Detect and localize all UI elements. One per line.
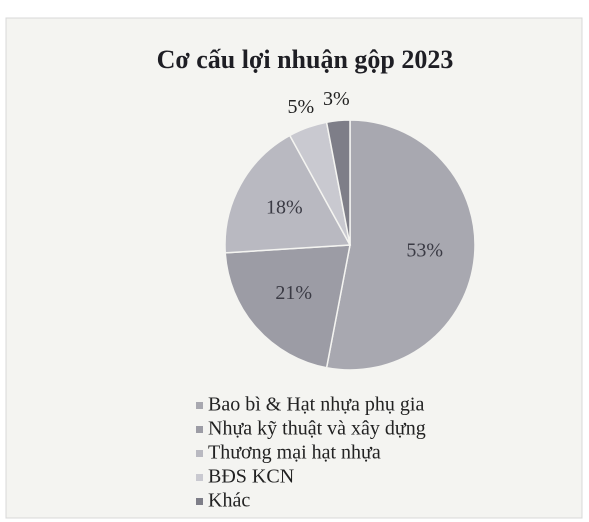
data-label: 18% — [266, 196, 303, 218]
legend-label: Thương mại hạt nhựa — [208, 442, 381, 464]
legend-swatch — [196, 498, 203, 505]
legend-label: BĐS KCN — [208, 466, 294, 488]
legend-label: Khác — [208, 490, 250, 512]
legend-swatch — [196, 450, 203, 457]
data-label: 3% — [323, 88, 350, 110]
legend-swatch — [196, 426, 203, 433]
legend-swatch — [196, 474, 203, 481]
pie-slice — [224, 244, 351, 369]
chart-title: Cơ cấu lợi nhuận gộp 2023 — [157, 45, 454, 74]
pie-slice — [325, 119, 476, 371]
pie-slice — [224, 134, 352, 254]
legend-label: Nhựa kỹ thuật và xây dựng — [208, 418, 426, 440]
data-label: 53% — [406, 240, 443, 262]
legend-swatch — [196, 402, 203, 409]
pie-slice — [325, 119, 351, 246]
legend-label: Bao bì & Hạt nhựa phụ gia — [208, 394, 424, 416]
data-label: 21% — [275, 282, 312, 304]
data-label: 5% — [288, 96, 315, 118]
